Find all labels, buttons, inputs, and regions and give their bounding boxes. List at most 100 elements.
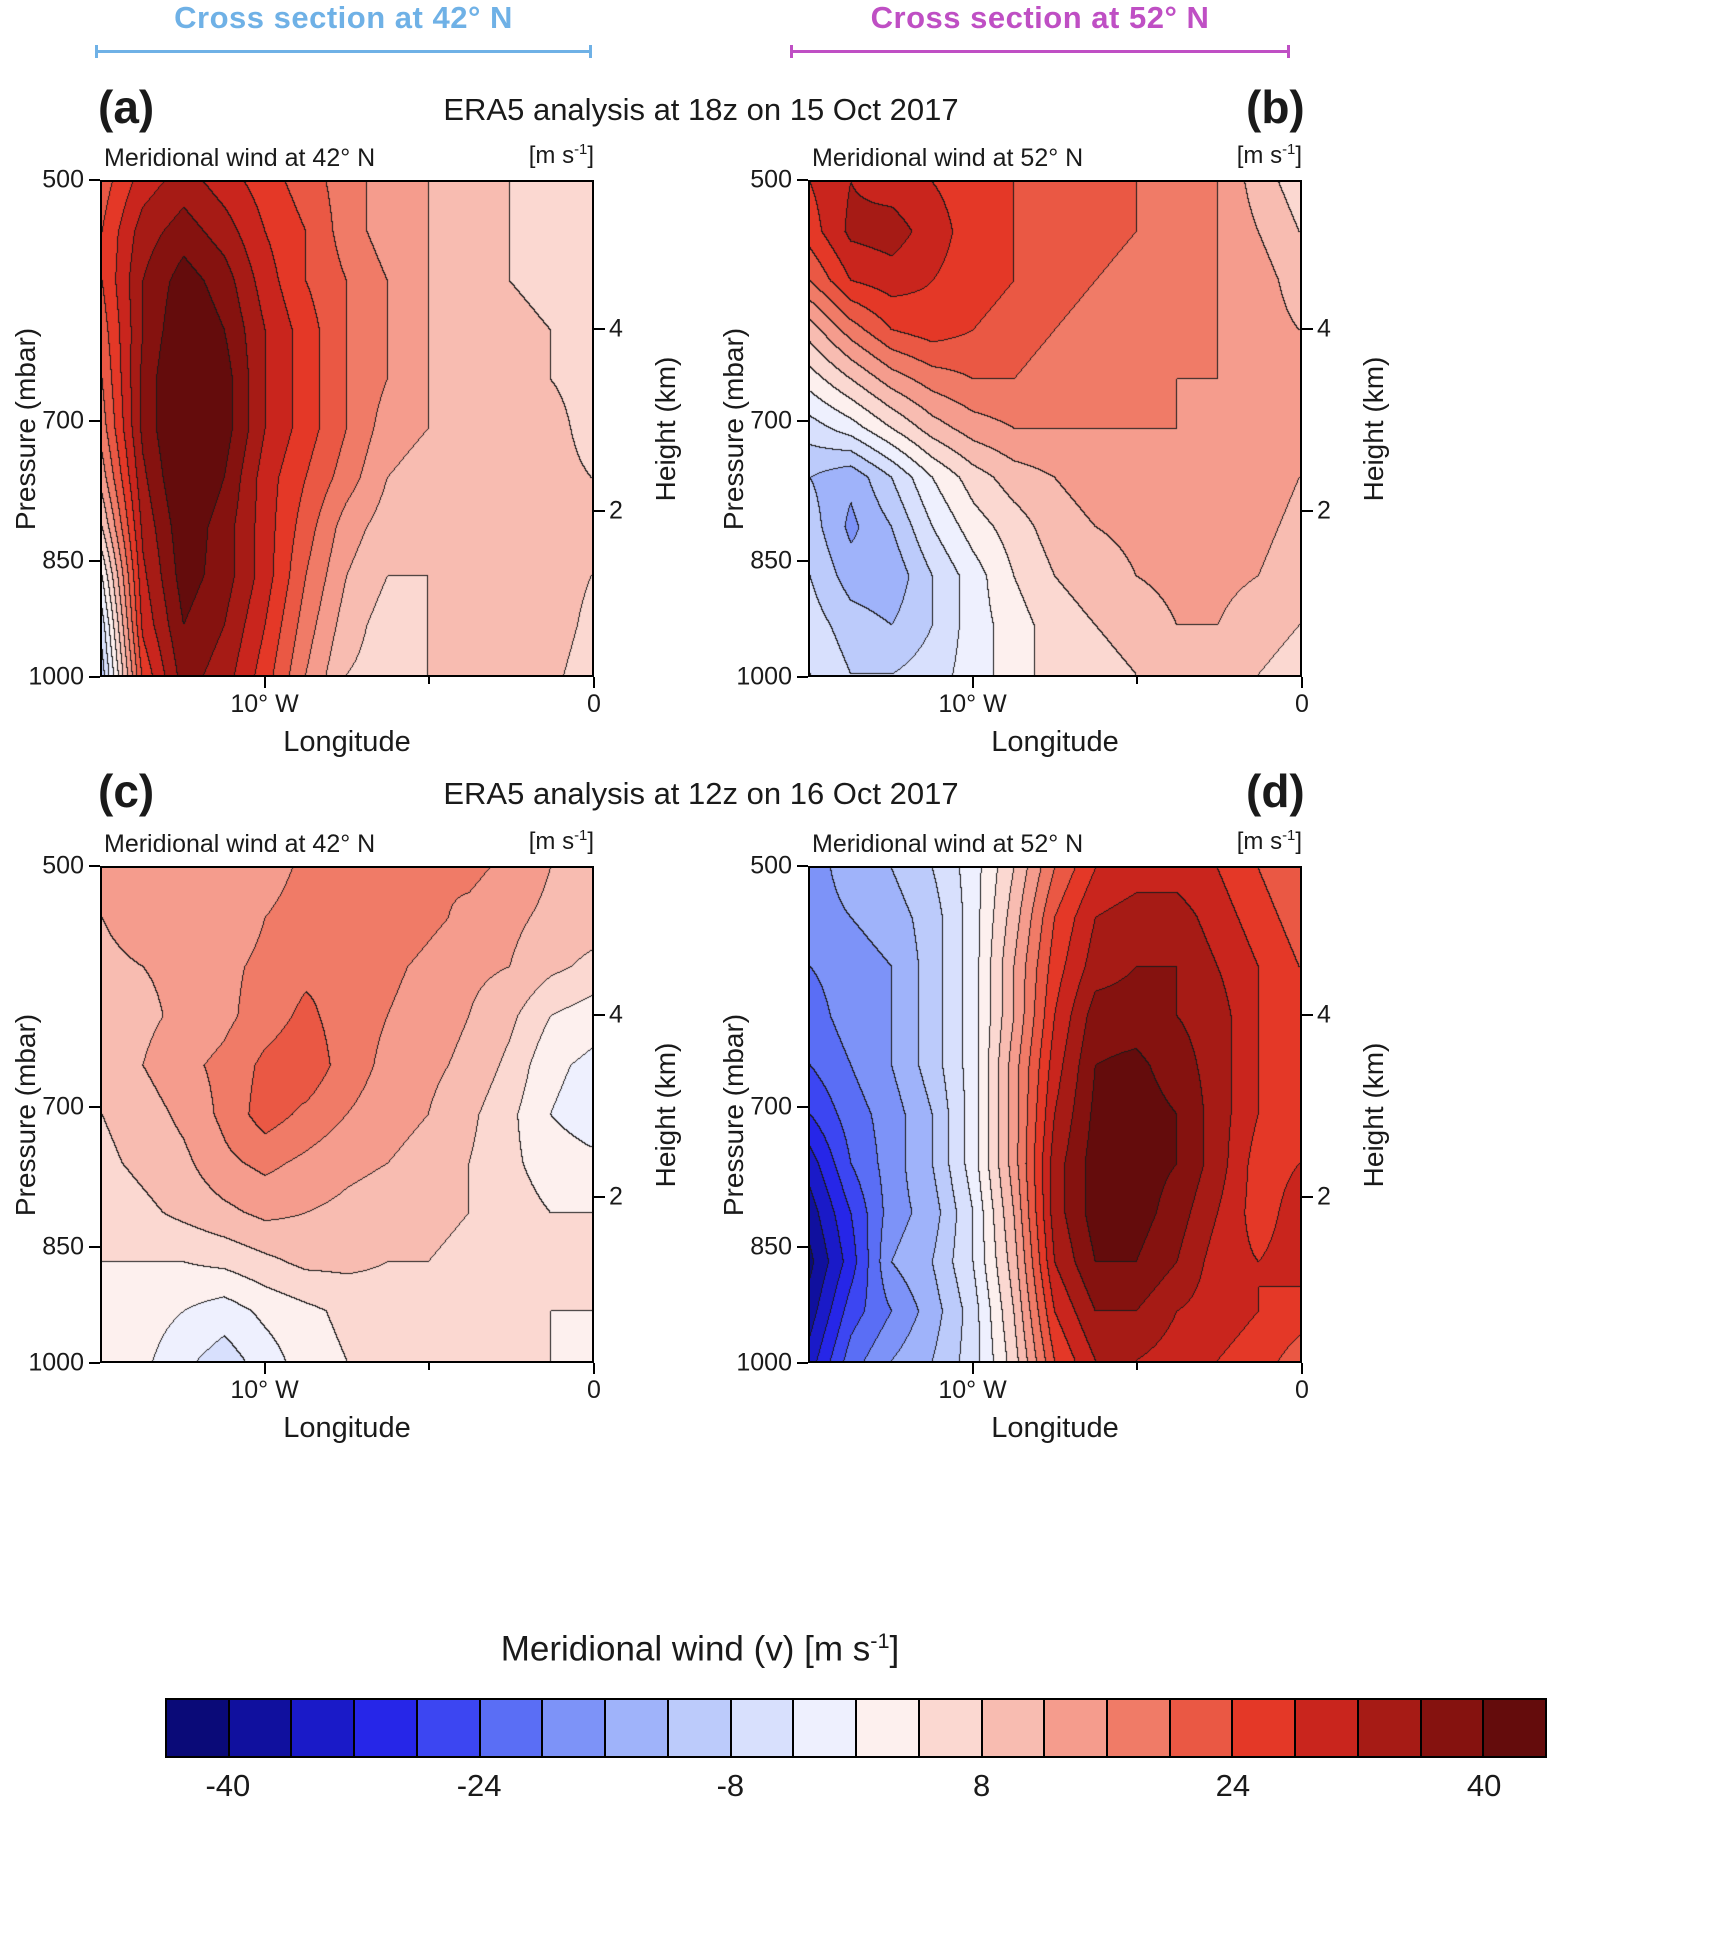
pressure-tick-label: 700: [42, 406, 84, 435]
colorbar-segment: [606, 1700, 669, 1756]
units-text: [m s: [1236, 142, 1283, 169]
panel-letter-c: (c): [98, 765, 155, 817]
contour-canvas-a: [102, 182, 592, 675]
pressure-tick: [89, 1106, 100, 1109]
colorbar-segment: [857, 1700, 920, 1756]
pressure-tick: [797, 559, 808, 562]
pressure-tick: [797, 1106, 808, 1109]
pressure-axis-title: Pressure (mbar): [10, 327, 41, 530]
height-tick: [1302, 328, 1313, 331]
units-exponent: -1: [574, 828, 588, 844]
pressure-tick-label: 500: [42, 165, 84, 194]
longitude-tick-label: 10° W: [938, 690, 1007, 718]
longitude-tick-label: 10° W: [230, 690, 299, 718]
height-tick: [1302, 1195, 1313, 1198]
longitude-axis-title: Longitude: [283, 726, 411, 758]
colorbar-segment: [1421, 1700, 1485, 1756]
height-tick: [594, 1014, 605, 1017]
colorbar-segment: [1170, 1700, 1234, 1756]
panel-subtitle: Meridional wind at 42° N: [104, 144, 376, 172]
longitude-tick: [971, 677, 974, 688]
contour-canvas-b: [810, 182, 1300, 675]
height-tick-label: 2: [609, 1182, 623, 1210]
colorbar-segment: [1108, 1700, 1171, 1756]
units-label: [m s-1]: [529, 828, 594, 856]
height-axis-title: Height (km): [650, 356, 681, 501]
longitude-tick-label: 10° W: [230, 1376, 299, 1404]
units-text: [m s: [528, 142, 575, 169]
pressure-axis-title: Pressure (mbar): [10, 1013, 41, 1216]
height-tick: [594, 1195, 605, 1198]
colorbar-segment: [355, 1700, 418, 1756]
height-tick: [594, 509, 605, 512]
section-header-52n: Cross section at 52° N: [870, 0, 1210, 35]
bracket-cap-right: [1287, 45, 1290, 58]
units-exponent: -1: [1282, 142, 1296, 158]
colorbar-title-text: ]: [889, 1629, 900, 1669]
longitude-tick-label: 0: [1295, 690, 1309, 718]
panel-subtitle: Meridional wind at 52° N: [812, 830, 1084, 858]
panel-letter-d: (d): [1246, 765, 1305, 817]
panel-letter-b: (b): [1246, 81, 1305, 133]
panel-a: Meridional wind at 42° N [m s-1] Pressur…: [10, 142, 681, 758]
units-text: ]: [587, 142, 594, 169]
colorbar-segment: [417, 1700, 481, 1756]
plot-frame: [100, 180, 594, 677]
panel-subtitle: Meridional wind at 42° N: [104, 830, 376, 858]
colorbar-segment: [982, 1700, 1046, 1756]
colorbar-tick-label: 40: [1466, 1768, 1502, 1803]
colorbar-segment: [543, 1700, 607, 1756]
units-text: [m s: [1236, 828, 1283, 855]
units-text: [m s: [528, 828, 575, 855]
height-tick: [1302, 509, 1313, 512]
colorbar-segment: [919, 1700, 983, 1756]
pressure-tick: [797, 676, 808, 678]
pressure-tick-label: 700: [42, 1092, 84, 1121]
pressure-tick: [89, 179, 100, 181]
longitude-tick-label: 10° W: [938, 1376, 1007, 1404]
row1-title: ERA5 analysis at 18z on 15 Oct 2017: [443, 92, 959, 127]
height-tick-label: 4: [609, 314, 623, 343]
pressure-tick-label: 700: [750, 1092, 792, 1121]
pressure-tick: [89, 865, 100, 867]
colorbar-tick-label: -8: [716, 1768, 745, 1803]
colorbar-segment: [731, 1700, 795, 1756]
height-axis-title: Height (km): [1358, 1042, 1389, 1187]
height-axis-title: Height (km): [650, 1042, 681, 1187]
pressure-tick-label: 850: [750, 546, 792, 575]
longitude-tick: [971, 1363, 974, 1374]
units-label: [m s-1]: [1237, 142, 1302, 170]
pressure-tick: [797, 1362, 808, 1364]
bracket-cap-left: [95, 45, 98, 58]
bracket-cap-right: [589, 45, 592, 58]
units-exponent: -1: [574, 142, 588, 158]
units-exponent: -1: [1282, 828, 1296, 844]
colorbar-segment: [1358, 1700, 1422, 1756]
height-tick-label: 2: [609, 496, 623, 524]
contour-canvas-c: [102, 868, 592, 1361]
plot-frame: [808, 180, 1302, 677]
longitude-tick-label: 0: [1295, 1376, 1309, 1404]
colorbar-segment: [1484, 1700, 1546, 1756]
colorbar-tick-label: 24: [1215, 1768, 1251, 1803]
colorbar-tick-label: -40: [205, 1768, 251, 1803]
panel-c: Meridional wind at 42° N [m s-1] Pressur…: [10, 828, 681, 1444]
longitude-tick: [1301, 1363, 1303, 1374]
pressure-tick-label: 850: [42, 1232, 84, 1261]
pressure-tick-label: 1000: [28, 662, 84, 691]
section-header-42n: Cross section at 42° N: [174, 0, 513, 35]
longitude-tick: [263, 1363, 266, 1374]
height-tick-label: 4: [1317, 314, 1331, 343]
colorbar-segment: [794, 1700, 858, 1756]
longitude-axis-title: Longitude: [991, 726, 1119, 758]
colorbar-segment: [167, 1700, 230, 1756]
longitude-tick-label: 0: [587, 1376, 601, 1404]
colorbar-segment: [1233, 1700, 1297, 1756]
height-tick-label: 2: [1317, 496, 1331, 524]
longitude-minor-tick: [428, 1363, 431, 1370]
pressure-tick-label: 1000: [736, 1348, 792, 1377]
height-tick: [594, 328, 605, 331]
height-tick-label: 2: [1317, 1182, 1331, 1210]
colorbar-segment: [668, 1700, 732, 1756]
height-tick-label: 4: [1317, 1000, 1331, 1029]
